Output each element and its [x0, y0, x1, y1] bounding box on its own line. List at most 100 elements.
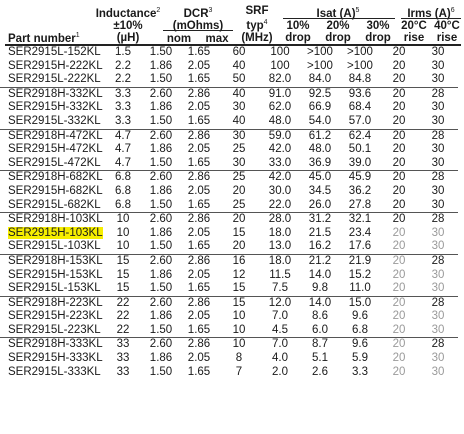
cell-srf: 25	[232, 143, 246, 156]
irms-sup: 6	[450, 7, 455, 14]
cell-irms-20: 20	[380, 170, 418, 185]
cell-isat-10: 22.0	[268, 198, 292, 211]
cell-inductance: 10	[116, 240, 130, 253]
cell-srf: 25	[218, 170, 260, 185]
cell-dcr-max: 2.86	[180, 253, 218, 269]
cell-isat-20: 9.8	[312, 282, 328, 295]
spec-table-body: SER2915L-152KL 1.5 1.50 1.65 60 100 >100 >100 20…	[0, 46, 458, 379]
cell-srf: 10	[232, 323, 246, 336]
isat-underline	[283, 18, 395, 19]
cell-dcr-max: 1.65	[187, 365, 211, 378]
cell-isat-10: 62.0	[268, 101, 292, 114]
cell-srf: 8	[235, 352, 243, 365]
cell-dcr-nom: 1.86	[149, 352, 173, 365]
cell-part-number: SER2915L-332KL	[8, 114, 101, 127]
irms-label: Irms (A)	[407, 7, 451, 20]
cell-isat-20: 45.0	[300, 170, 340, 185]
cell-irms-40: 28	[418, 86, 458, 102]
isat-label: Isat (A)	[316, 7, 356, 20]
cell-srf: 30	[218, 128, 260, 144]
cell-irms-40: 28	[418, 128, 458, 144]
cell-inductance: 3.3	[115, 101, 131, 114]
cell-inductance: 22	[104, 295, 142, 311]
table-row: SER2915L-103KL 10 1.50 1.65 20 13.0 16.2 17.6 20…	[0, 240, 458, 254]
cell-isat-10: 7.5	[272, 282, 288, 295]
cell-inductance: 15	[104, 253, 142, 269]
cell-dcr-nom: 2.60	[142, 86, 180, 102]
cell-irms-40: 30	[431, 226, 445, 239]
cell-isat-20: 92.5	[300, 86, 340, 102]
cell-dcr-nom: 2.60	[142, 253, 180, 269]
cell-isat-10: 7.0	[260, 337, 300, 353]
cell-irms-40: 30	[431, 282, 445, 295]
cell-srf: 16	[218, 253, 260, 269]
cell-isat-20: 21.2	[300, 253, 340, 269]
cell-irms-20: 20	[392, 184, 406, 197]
cell-dcr-nom: 2.60	[142, 128, 180, 144]
inductance-unit: (µH)	[116, 31, 140, 44]
cell-srf: 20	[218, 212, 260, 227]
cell-irms-20: 20	[392, 156, 406, 169]
cell-dcr-max: 1.65	[187, 198, 211, 211]
cell-isat-20: 34.5	[308, 184, 332, 197]
cell-dcr-nom: 1.86	[149, 184, 173, 197]
cell-dcr-max: 2.05	[187, 101, 211, 114]
table-row: SER2915H-222KL 2.2 1.86 2.05 40 100 >100 >100 20…	[0, 60, 458, 74]
cell-part-number: SER2915H-472KL	[8, 143, 103, 156]
isat-10-drop: drop	[285, 32, 311, 44]
cell-isat-10: 13.0	[268, 240, 292, 253]
cell-isat-10: 100	[270, 46, 290, 58]
cell-srf: 15	[232, 282, 246, 295]
cell-irms-20: 20	[392, 282, 406, 295]
cell-isat-10: 42.0	[268, 143, 292, 156]
table-row: SER2918H-332KL 3.3 2.60 2.86 40 91.0 92.5 93.6 2…	[0, 86, 458, 102]
cell-dcr-nom: 1.86	[149, 59, 173, 72]
cell-isat-10: 100	[270, 59, 290, 72]
cell-irms-40: 30	[431, 46, 445, 58]
cell-irms-20: 20	[392, 365, 406, 378]
cell-dcr-max: 2.86	[180, 295, 218, 311]
cell-inductance: 3.3	[104, 86, 142, 102]
cell-dcr-max: 1.65	[187, 73, 211, 86]
cell-irms-40: 30	[431, 156, 445, 169]
isat-30-drop: drop	[365, 32, 391, 44]
cell-dcr-max: 1.65	[187, 282, 211, 295]
cell-irms-40: 30	[431, 352, 445, 365]
table-row: SER2915L-222KL 2.2 1.50 1.65 50 82.0 84.0 84.8 2…	[0, 73, 458, 87]
cell-inductance: 4.7	[115, 156, 131, 169]
cell-irms-40: 30	[431, 365, 445, 378]
cell-part-number: SER2915H-103KL	[0, 226, 104, 241]
cell-srf: 60	[232, 46, 246, 58]
cell-dcr-max: 1.65	[187, 323, 211, 336]
isat-10: 10% drop	[278, 20, 318, 44]
dcr-unit: (mOhms)	[172, 19, 224, 32]
cell-irms-40: 30	[431, 101, 445, 114]
cell-isat-20: 66.9	[308, 101, 332, 114]
table-row: SER2915L-682KL 6.8 1.50 1.65 25 22.0 26.0 27.8 2…	[0, 199, 458, 213]
cell-dcr-max: 1.65	[187, 156, 211, 169]
cell-isat-20: 54.0	[308, 114, 332, 127]
isat-30: 30% drop	[358, 20, 398, 44]
cell-dcr-nom: 2.60	[142, 212, 180, 227]
cell-dcr-max: 2.05	[187, 143, 211, 156]
cell-dcr-max: 1.65	[187, 46, 211, 58]
cell-dcr-max: 1.65	[187, 114, 211, 127]
table-row: SER2915L-223KL 22 1.50 1.65 10 4.5 6.0 6.8 20 30	[0, 324, 458, 338]
cell-irms-20: 20	[392, 46, 406, 58]
cell-inductance: 10	[104, 212, 142, 227]
cell-isat-20: 31.2	[300, 212, 340, 227]
cell-srf: 10	[232, 310, 246, 323]
irms-20c: 20°C	[401, 20, 427, 32]
cell-srf: 40	[232, 114, 246, 127]
inductance-tolerance: ±10%	[113, 19, 143, 32]
part-number-sup: 1	[75, 32, 80, 39]
cell-isat-30: 5.9	[352, 352, 368, 365]
dcr-sup: 3	[208, 7, 213, 14]
cell-dcr-max: 2.05	[187, 352, 211, 365]
cell-dcr-max: 2.05	[187, 310, 211, 323]
cell-isat-30: 17.6	[348, 240, 372, 253]
cell-part-number: SER2915L-103KL	[8, 240, 101, 253]
irms-20-rise: rise	[403, 32, 425, 44]
cell-dcr-nom: 1.86	[149, 143, 173, 156]
cell-dcr-nom: 1.50	[149, 282, 173, 295]
